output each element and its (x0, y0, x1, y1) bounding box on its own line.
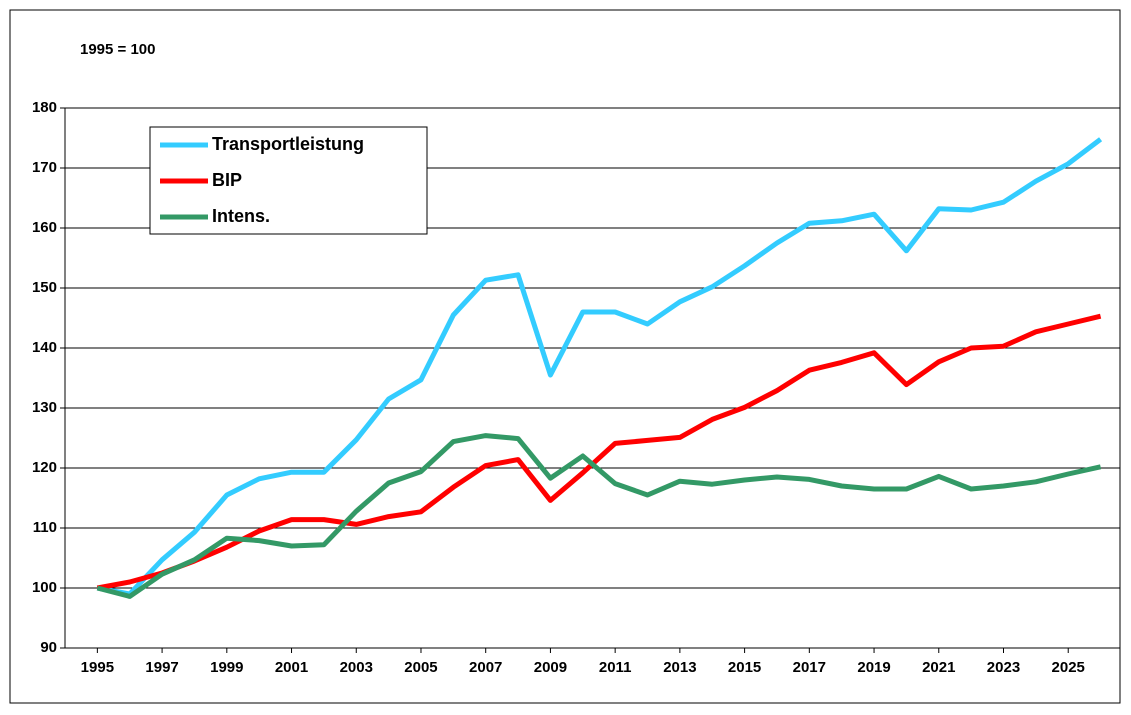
y-tick-label: 140 (32, 339, 57, 356)
x-tick-label: 2013 (663, 659, 696, 676)
x-tick-label: 2023 (987, 659, 1020, 676)
y-tick-label: 100 (32, 579, 57, 596)
x-tick-label: 2015 (728, 659, 761, 676)
x-tick-label: 2005 (404, 659, 437, 676)
x-tick-label: 1999 (210, 659, 243, 676)
legend-label: BIP (212, 170, 242, 190)
y-tick-label: 160 (32, 219, 57, 236)
line-series (96, 313, 1102, 591)
x-tick-label: 2021 (922, 659, 955, 676)
x-tick-label: 2009 (534, 659, 567, 676)
y-tick-label: 150 (32, 279, 57, 296)
x-tick-label: 2017 (793, 659, 826, 676)
x-tick-label: 1995 (81, 659, 114, 676)
chart-title: 1995 = 100 (80, 41, 156, 58)
legend-label: Intens. (212, 206, 270, 226)
line-series (96, 137, 1103, 597)
line-series (96, 433, 1102, 599)
x-tick-label: 2025 (1052, 659, 1085, 676)
y-tick-label: 180 (32, 99, 57, 116)
x-tick-label: 2011 (599, 659, 632, 676)
y-tick-label: 110 (33, 519, 57, 536)
x-tick-label: 2019 (857, 659, 890, 676)
x-tick-label: 2001 (275, 659, 308, 676)
y-tick-label: 130 (32, 399, 57, 416)
y-tick-label: 170 (32, 159, 57, 176)
x-tick-label: 1997 (145, 659, 178, 676)
legend-label: Transportleistung (212, 134, 364, 154)
y-tick-label: 120 (32, 459, 57, 476)
x-tick-label: 2003 (340, 659, 373, 676)
x-tick-label: 2007 (469, 659, 502, 676)
y-tick-label: 90 (40, 639, 57, 656)
